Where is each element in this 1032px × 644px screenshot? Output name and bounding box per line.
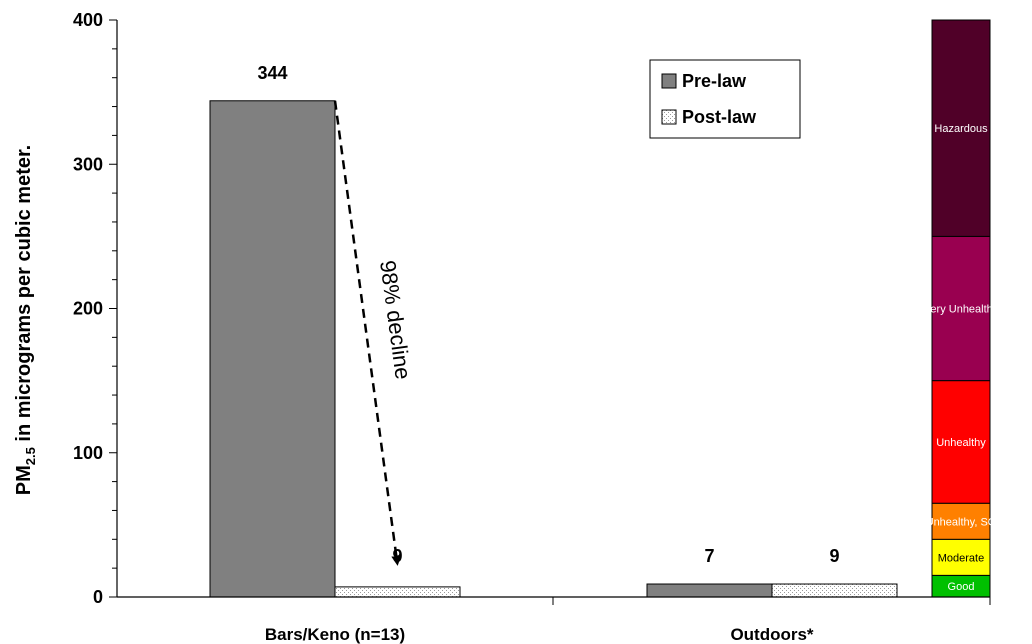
- data-label: 344: [257, 63, 287, 83]
- data-label: 9: [829, 546, 839, 566]
- bars: [209, 100, 898, 598]
- axes: 0 100 200 300 400 Bars/Keno (n=13) Outdoors*: [73, 10, 991, 644]
- x-category-label: Bars/Keno (n=13): [265, 625, 405, 644]
- y-tick-label: 400: [73, 10, 103, 30]
- data-label: 9: [392, 546, 402, 566]
- aqi-bands: Good Moderate Unhealthy, SG Unhealthy Very U…: [924, 19, 999, 598]
- bar: [771, 583, 898, 598]
- y-tick-label: 200: [73, 299, 103, 319]
- bar: [334, 586, 461, 598]
- aqi-band-label: Hazardous: [934, 123, 988, 135]
- aqi-band-label: Unhealthy, SG: [926, 516, 997, 528]
- y-tick-label: 0: [93, 587, 103, 607]
- y-tick-label: 300: [73, 154, 103, 174]
- x-category-label: Outdoors*: [730, 625, 813, 644]
- legend-swatch: [661, 109, 677, 125]
- decline-annotation: 98% decline: [375, 259, 416, 381]
- aqi-band: [931, 538, 991, 576]
- y-label-prefix: PM: [13, 465, 35, 495]
- legend-swatch: [661, 73, 677, 89]
- aqi-band: [931, 235, 991, 382]
- decline-arrow: [333, 100, 402, 566]
- aqi-band-label: Good: [948, 581, 975, 593]
- bar: [646, 583, 773, 598]
- y-label-subscript: 2.5: [23, 447, 38, 465]
- legend: Pre-law Post-law: [649, 59, 801, 139]
- annotation: 98% decline: [333, 100, 416, 566]
- y-label-suffix: in micrograms per cubic meter.: [13, 145, 35, 447]
- data-label: 7: [704, 546, 714, 566]
- aqi-band-label: Very Unhealthy: [924, 304, 999, 316]
- legend-box: [649, 59, 801, 139]
- aqi-band-label: Moderate: [938, 552, 984, 564]
- aqi-band: [931, 380, 991, 504]
- aqi-band: [931, 19, 991, 237]
- bar: [209, 100, 336, 598]
- aqi-band-label: Unhealthy: [936, 437, 986, 449]
- y-tick-label: 100: [73, 443, 103, 463]
- y-axis-title: PM2.5 in micrograms per cubic meter.: [13, 145, 38, 495]
- legend-label: Pre-law: [682, 71, 747, 91]
- y-axis-label: PM2.5 in micrograms per cubic meter.: [13, 145, 38, 495]
- legend-label: Post-law: [682, 107, 757, 127]
